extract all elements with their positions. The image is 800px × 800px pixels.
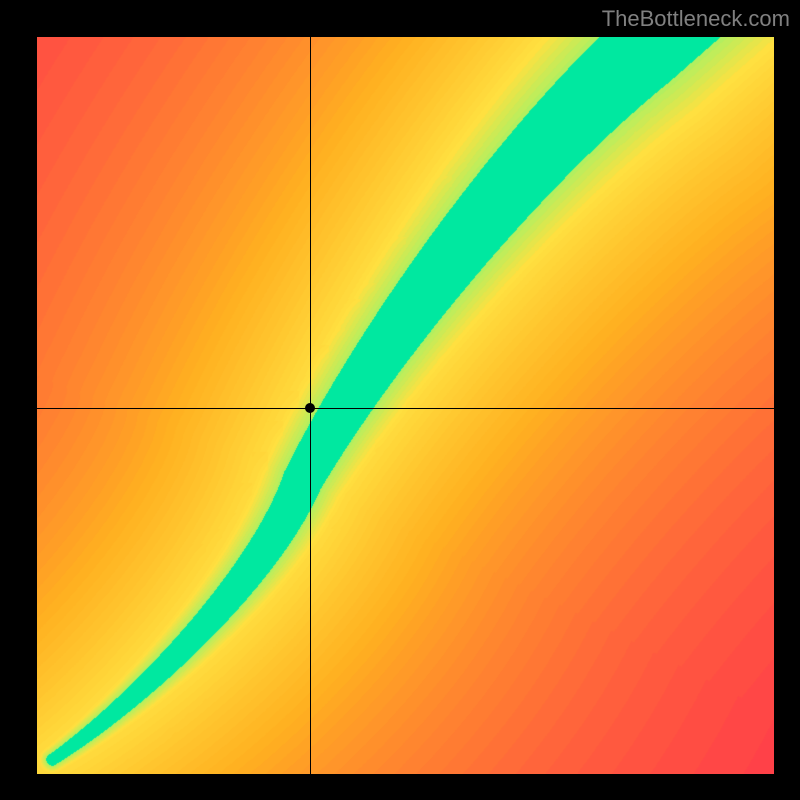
watermark-text: TheBottleneck.com [602,6,790,32]
plot-area [37,37,774,774]
figure-container: TheBottleneck.com [0,0,800,800]
marker-point [305,403,315,413]
heatmap-canvas [37,37,774,774]
crosshair-horizontal [37,408,774,409]
